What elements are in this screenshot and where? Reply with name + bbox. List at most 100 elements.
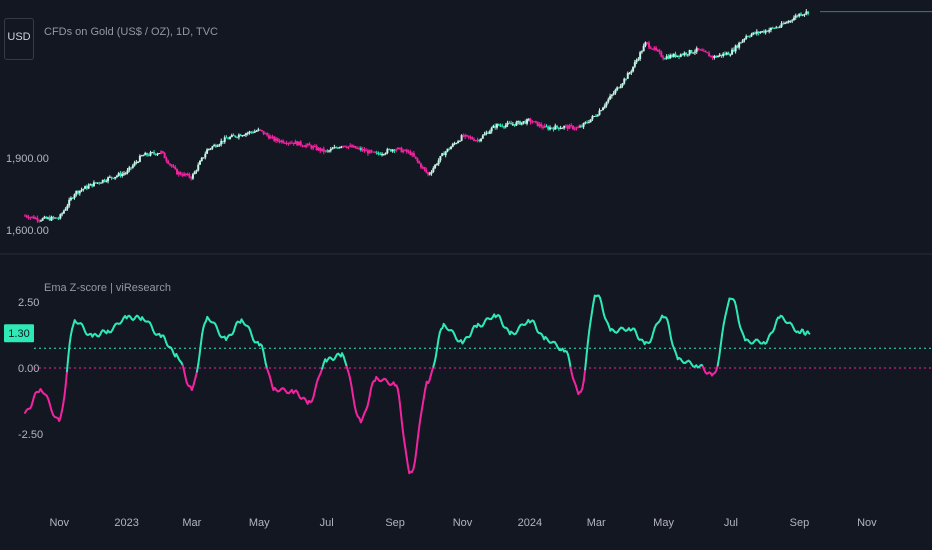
candle-body [750, 34, 753, 37]
candle-body [647, 42, 650, 48]
candle-body [359, 147, 362, 151]
candle-body [778, 26, 781, 28]
candle-body [402, 150, 405, 153]
candle-body [54, 217, 57, 219]
candle-body [257, 129, 260, 131]
zscore-line-segment [419, 405, 424, 417]
candle-body [593, 116, 596, 118]
candle-body [333, 147, 336, 149]
candle-body [789, 20, 792, 22]
candle-body [504, 124, 507, 128]
candle-body [412, 153, 415, 157]
candle-body [769, 27, 772, 30]
candle-body [386, 149, 389, 154]
candle-body [752, 32, 755, 35]
candle-body [807, 11, 810, 14]
candle-body [612, 93, 615, 95]
candle-body [343, 145, 346, 147]
zscore-line-segment [418, 414, 422, 427]
zscore-line-segment [65, 355, 70, 373]
candle-body [303, 146, 306, 148]
candle-body [384, 153, 387, 155]
candle-body [485, 132, 488, 134]
x-tick-label: Jul [320, 517, 334, 529]
candle-body [267, 135, 270, 139]
candle-body [577, 127, 580, 129]
candle-body [32, 216, 35, 219]
candle-body [393, 149, 396, 151]
candle-body [345, 146, 348, 148]
candle-body [508, 122, 511, 124]
candle-body [518, 121, 521, 125]
candle-body [725, 52, 728, 55]
candle-body [800, 13, 803, 16]
candle-body [191, 174, 194, 179]
candle-body [176, 169, 179, 175]
candle-body [68, 199, 71, 206]
candle-body [77, 191, 80, 194]
candle-body [297, 141, 300, 146]
candle-body [651, 48, 654, 50]
candle-body [669, 55, 672, 59]
x-tick-label: Sep [385, 517, 405, 529]
candle-body [472, 139, 475, 141]
zscore-line-segment [198, 343, 202, 356]
candle-body [706, 52, 709, 54]
candle-body [280, 140, 283, 143]
candle-body [305, 145, 308, 147]
zscore-line-segment [591, 302, 595, 313]
candle-body [407, 151, 410, 153]
candle-body [745, 36, 748, 39]
candle-body [299, 141, 302, 146]
candle-body [239, 134, 242, 137]
candle-body [734, 45, 737, 52]
candle-body [25, 215, 28, 218]
candle-body [278, 140, 281, 143]
currency-button[interactable]: USD [4, 18, 34, 60]
candle-body [361, 149, 364, 151]
indicator-y-tick-label: 2.50 [18, 297, 39, 309]
candle-body [128, 167, 131, 171]
x-tick-label: Mar [587, 517, 606, 529]
candle-body [329, 148, 332, 151]
candle-body [439, 155, 442, 161]
candle-body [248, 131, 251, 133]
candle-body [704, 50, 707, 53]
candle-body [154, 153, 157, 155]
zscore-line-segment [397, 395, 402, 408]
candle-body [755, 31, 758, 34]
candle-body [218, 144, 221, 146]
candle-body [474, 140, 477, 142]
zscore-line-segment [400, 418, 404, 432]
candle-body [552, 128, 555, 130]
candle-body [777, 27, 780, 29]
candle-body [582, 123, 585, 127]
candle-body [757, 31, 760, 34]
candle-body [517, 121, 520, 123]
candle-body [465, 134, 468, 136]
candle-body [683, 52, 686, 55]
candle-body [193, 171, 196, 175]
candle-body [411, 153, 414, 155]
candle-body [653, 47, 656, 50]
candle-body [354, 146, 357, 149]
candle-body [497, 124, 500, 126]
candle-body [36, 217, 39, 221]
candle-body [471, 137, 474, 140]
candle-body [66, 205, 69, 209]
candle-body [480, 138, 483, 142]
candle-body [117, 173, 120, 176]
zscore-line-segment [589, 310, 594, 322]
candle-body [149, 152, 152, 156]
candle-body [699, 49, 702, 51]
candle-body [741, 40, 744, 43]
candle-body [547, 126, 550, 130]
candle-body [338, 147, 341, 149]
candle-body [534, 121, 537, 123]
candle-body [24, 215, 26, 217]
candle-body [511, 124, 514, 126]
candle-body [541, 126, 544, 128]
candle-body [713, 56, 716, 58]
candle-body [791, 20, 794, 22]
